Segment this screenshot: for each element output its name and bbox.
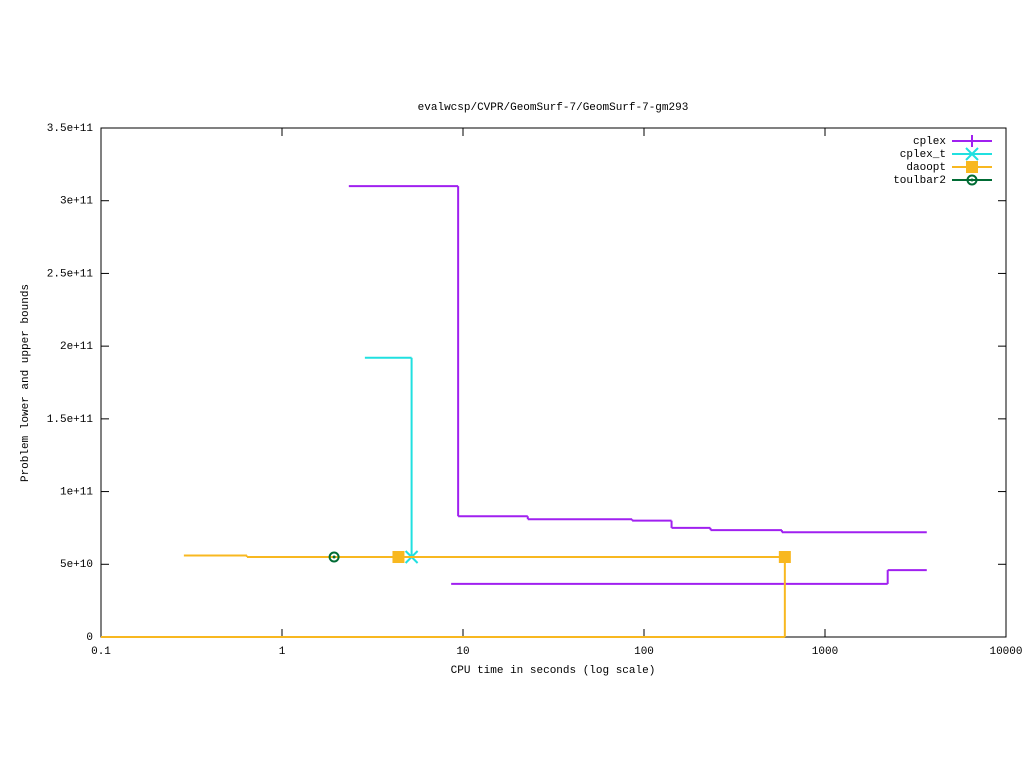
legend-label: daoopt: [906, 162, 946, 174]
marker: [965, 147, 979, 161]
x-tick-label: 1: [279, 646, 286, 658]
marker-part: [328, 551, 340, 563]
y-tick-label: 3.5e+11: [47, 123, 94, 135]
x-tick-label: 0.1: [91, 646, 111, 658]
y-tick-label: 5e+10: [60, 559, 93, 571]
marker-part: [970, 178, 974, 182]
x-tick-label: 100: [634, 646, 654, 658]
marker: [392, 551, 405, 564]
x-tick-label: 10: [456, 646, 469, 658]
marker-part: [392, 551, 405, 564]
marker-part: [965, 147, 979, 161]
y-tick-label: 1e+11: [60, 486, 93, 498]
y-tick-label: 1.5e+11: [47, 414, 94, 426]
marker-part: [966, 174, 978, 186]
y-tick-label: 3e+11: [60, 196, 93, 208]
marker: [966, 174, 978, 186]
legend-label: cplex_t: [900, 149, 946, 161]
y-tick-label: 2e+11: [60, 341, 93, 353]
marker-part: [332, 555, 336, 559]
marker-part: [778, 551, 791, 564]
y-tick-label: 0: [86, 632, 93, 644]
legend-label: toulbar2: [893, 175, 946, 187]
y-axis-label: Problem lower and upper bounds: [20, 284, 32, 482]
chart-title: evalwcsp/CVPR/GeomSurf-7/GeomSurf-7-gm29…: [418, 102, 689, 114]
legend-label: cplex: [913, 136, 946, 148]
x-tick-label: 10000: [989, 646, 1022, 658]
marker: [966, 161, 978, 173]
plot-frame: [100, 127, 1007, 638]
x-tick-label: 1000: [812, 646, 838, 658]
x-axis-label: CPU time in seconds (log scale): [451, 665, 656, 677]
marker: [966, 135, 978, 147]
marker: [778, 551, 791, 564]
y-tick-label: 2.5e+11: [47, 268, 94, 280]
marker-part: [966, 135, 978, 147]
marker-part: [966, 161, 978, 173]
marker: [328, 551, 340, 563]
